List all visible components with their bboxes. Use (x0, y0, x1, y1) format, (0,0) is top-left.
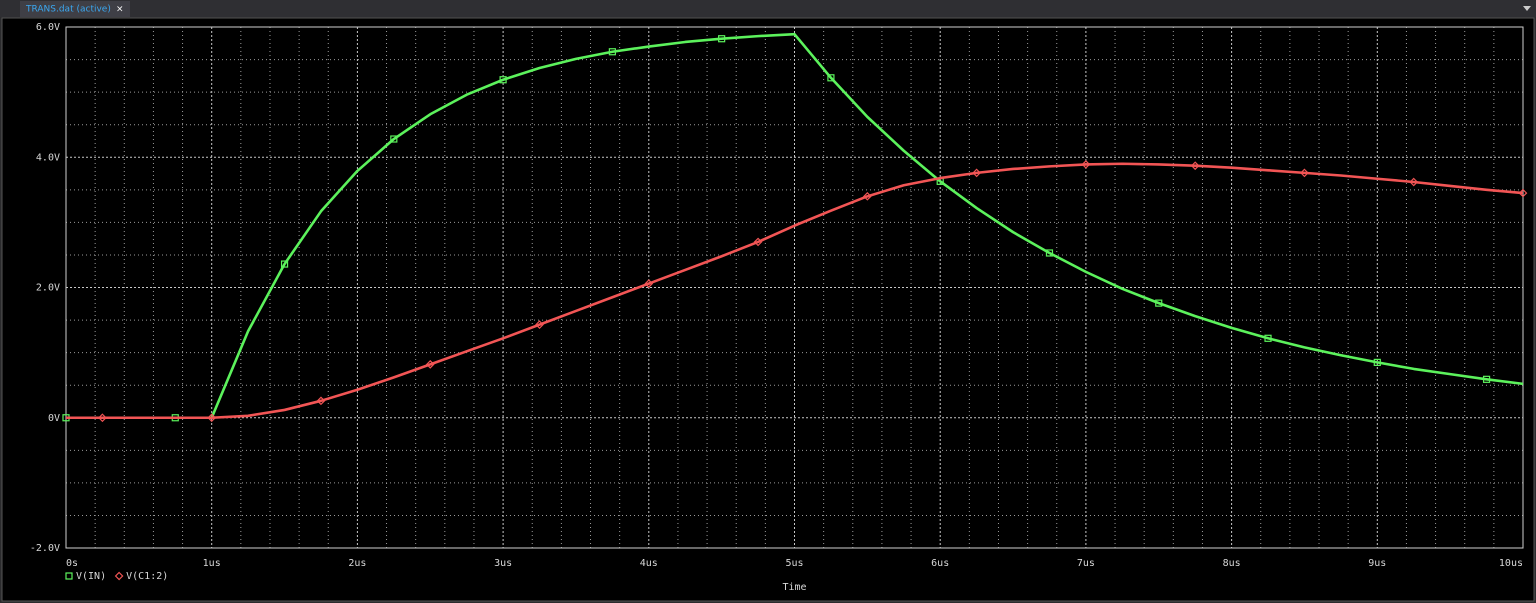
marker (1264, 334, 1272, 342)
marker (863, 191, 872, 201)
marker (65, 572, 73, 580)
marker (1518, 188, 1528, 198)
marker (827, 74, 835, 82)
marker (114, 571, 124, 581)
tab-bar (0, 0, 1536, 17)
x-tick-label: 1us (203, 558, 221, 569)
marker (718, 35, 726, 43)
tab-label[interactable]: TRANS.dat (active) (25, 5, 111, 15)
x-tick-label: 0s (66, 558, 78, 569)
marker (1373, 358, 1381, 366)
marker (207, 413, 217, 423)
x-tick-label: 10us (1499, 558, 1523, 569)
marker (280, 260, 289, 268)
tab-close[interactable]: × (116, 5, 124, 15)
marker (390, 135, 398, 143)
marker (425, 359, 435, 369)
x-tick-label: 4us (640, 558, 658, 569)
x-axis-label: Time (782, 582, 806, 593)
marker (1409, 177, 1419, 187)
legend-label: V(C1:2) (126, 571, 168, 582)
y-tick-label: 0V (48, 413, 60, 424)
marker (972, 168, 981, 178)
x-tick-label: 5us (785, 558, 803, 569)
marker (1482, 375, 1491, 383)
marker (753, 237, 763, 247)
marker (98, 413, 107, 423)
marker (608, 48, 616, 56)
marker (1190, 161, 1200, 171)
marker (1081, 160, 1091, 169)
x-tick-label: 8us (1223, 558, 1241, 569)
legend-label: V(IN) (76, 571, 106, 582)
marker (535, 320, 544, 329)
y-tick-label: 6.0V (36, 22, 60, 33)
series-line (66, 32, 1524, 420)
x-tick-label: 9us (1368, 558, 1386, 569)
x-tick-label: 2us (348, 558, 366, 569)
y-tick-label: 4.0V (36, 152, 60, 163)
y-tick-label: -2.0V (30, 543, 60, 554)
marker (316, 396, 326, 406)
tab-menu[interactable] (1523, 6, 1531, 11)
x-tick-label: 3us (494, 558, 512, 569)
marker (1300, 168, 1309, 178)
y-tick-label: 2.0V (36, 283, 60, 294)
marker (1045, 249, 1054, 257)
marker (644, 279, 654, 288)
marker (1155, 299, 1163, 307)
x-tick-label: 7us (1077, 558, 1095, 569)
plot-window (1, 17, 1535, 602)
tab[interactable] (20, 1, 130, 17)
x-tick-label: 6us (931, 558, 949, 569)
axes-frame (65, 26, 1524, 549)
series-line (66, 162, 1524, 420)
marker (499, 76, 507, 84)
